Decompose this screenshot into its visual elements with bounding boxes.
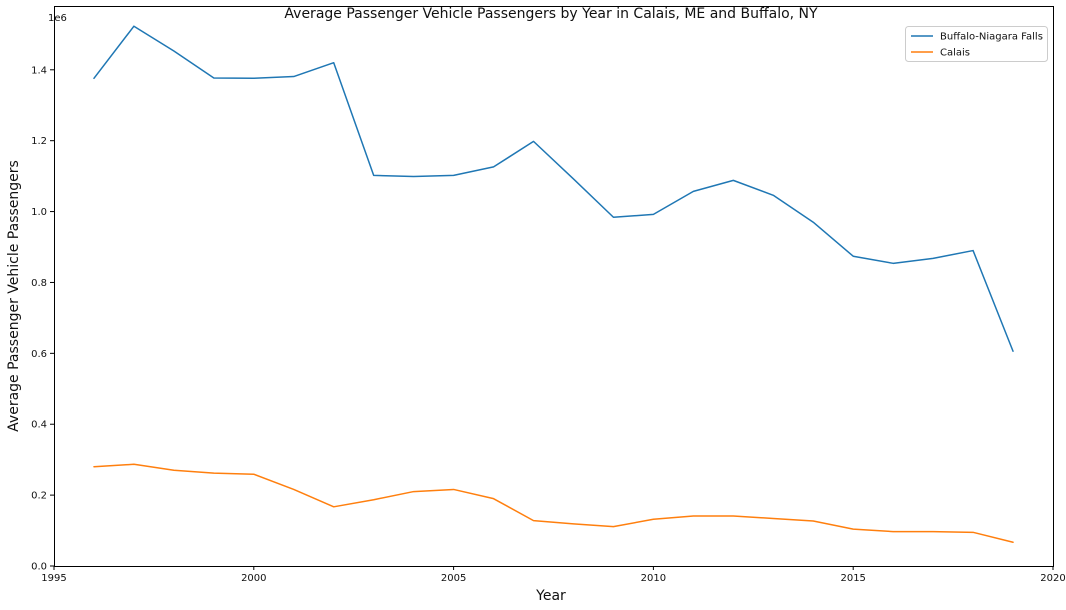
- y-tick-label: 0.4: [31, 420, 47, 431]
- x-tick-label: 2010: [641, 573, 666, 584]
- series-line-1: [93, 463, 1014, 543]
- legend: Buffalo-Niagara Falls Calais: [905, 26, 1048, 62]
- series-line-0: [93, 25, 1014, 352]
- x-axis-label: Year: [535, 588, 566, 604]
- plot-frame: [54, 6, 1054, 567]
- y-tick-label: 0.0: [31, 562, 47, 573]
- legend-label-1: Calais: [940, 48, 970, 59]
- chart-title: Average Passenger Vehicle Passengers by …: [284, 6, 818, 22]
- y-axis-offset-label: 1e6: [48, 13, 67, 24]
- y-tick-label: 0.6: [31, 349, 47, 360]
- x-tick-label: 2015: [840, 573, 865, 584]
- x-tick-label: 2000: [241, 573, 266, 584]
- legend-label-0: Buffalo-Niagara Falls: [940, 32, 1043, 43]
- x-tick-label: 1995: [41, 573, 66, 584]
- legend-box: [905, 26, 1048, 62]
- y-tick-label: 0.2: [31, 491, 47, 502]
- y-tick-label: 1.0: [31, 207, 47, 218]
- legend-items: Buffalo-Niagara Falls Calais: [911, 32, 1043, 59]
- y-tick-label: 0.8: [31, 278, 47, 289]
- x-tick-label: 2005: [441, 573, 466, 584]
- x-tick-label: 2020: [1040, 573, 1065, 584]
- y-axis-ticks: 0.0 0.2 0.4 0.6 0.8 1.0 1.2 1.4: [31, 65, 54, 573]
- series-lines: [93, 25, 1014, 543]
- y-tick-label: 1.4: [31, 65, 47, 76]
- y-tick-label: 1.2: [31, 136, 47, 147]
- y-axis-label: Average Passenger Vehicle Passengers: [6, 160, 22, 432]
